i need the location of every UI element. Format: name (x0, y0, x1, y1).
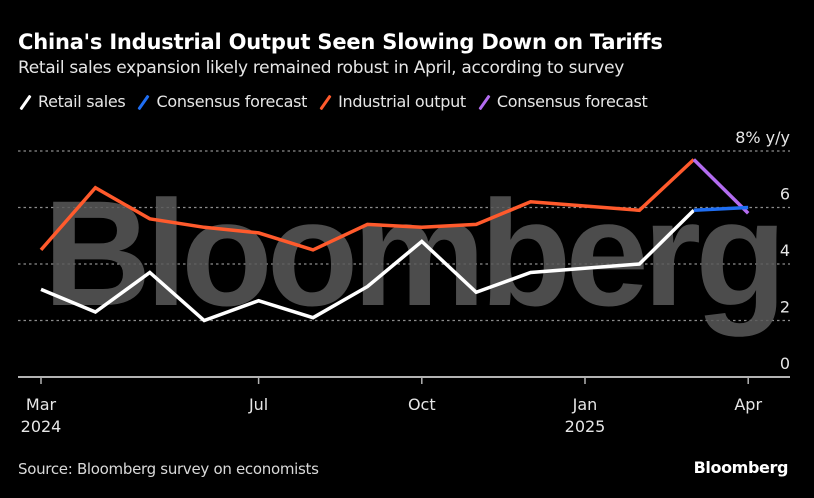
y-tick-label: 8% y/y (735, 128, 790, 147)
y-tick-label: 0 (780, 354, 790, 373)
legend-label-industrial-output: Industrial output (338, 92, 466, 111)
legend-item-industrial-forecast: Consensus forecast (477, 92, 648, 111)
x-tick-label: Jan (572, 395, 598, 414)
series-line-retail-forecast (693, 205, 749, 213)
y-tick-label: 4 (780, 241, 790, 260)
x-tick-label: Oct (408, 395, 436, 414)
grid-layer (18, 150, 790, 322)
series-line-retail-sales (40, 209, 696, 323)
series-layer (39, 158, 750, 323)
bloomberg-watermark: Bloomberg (43, 169, 781, 337)
x-tick-label: Apr (734, 395, 762, 414)
chart-title: China's Industrial Output Seen Slowing D… (18, 30, 663, 54)
x-tick-label: Jul (248, 395, 268, 414)
legend-label-retail-forecast: Consensus forecast (156, 92, 308, 111)
legend-item-retail-forecast: Consensus forecast (136, 92, 307, 111)
chart-subtitle: Retail sales expansion likely remained r… (18, 58, 624, 78)
legend-item-industrial-output: Industrial output (318, 92, 466, 111)
y-tick-label: 6 (780, 185, 790, 204)
legend-label-retail-sales: Retail sales (38, 92, 126, 111)
source-note: Source: Bloomberg survey on economists (18, 460, 319, 478)
x-tick-sublabel: 2024 (21, 417, 62, 436)
y-tick-label: 2 (780, 298, 790, 317)
legend-label-industrial-forecast: Consensus forecast (496, 92, 648, 111)
series-line-industrial-output (39, 158, 695, 252)
x-tick-label: Mar (26, 395, 57, 414)
x-tick-sublabel: 2025 (565, 417, 606, 436)
series-line-industrial-forecast (692, 158, 750, 215)
label-layer: 0 2 4 6 8% y/y Mar 2024 Jul Oct Jan 2025 Apr (21, 128, 790, 436)
axis-layer (18, 376, 790, 384)
legend-item-retail-sales: Retail sales (18, 92, 126, 111)
bloomberg-logo: Bloomberg (693, 458, 789, 477)
chart-legend: Retail sales Consensus forecast Industri… (18, 92, 659, 111)
